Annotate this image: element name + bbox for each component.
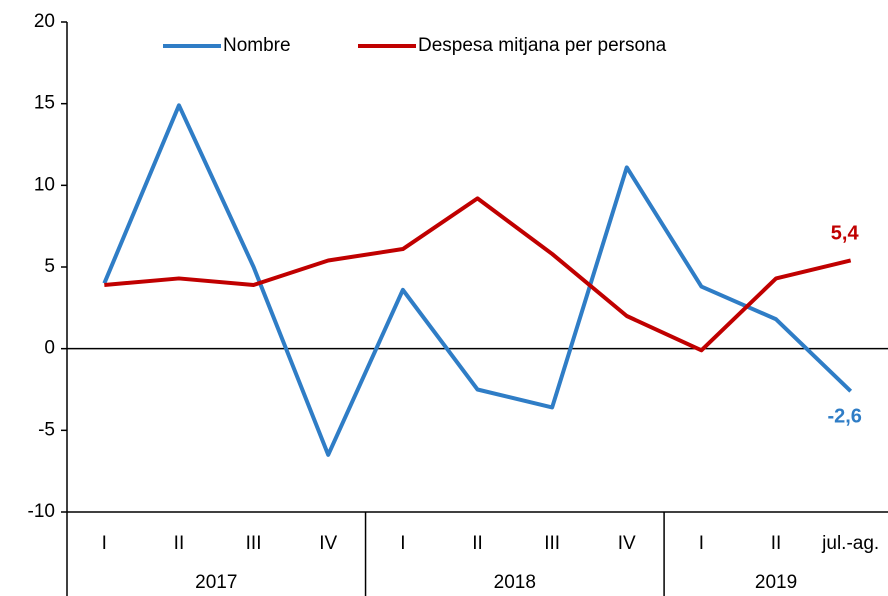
y-tick-label: 5: [44, 256, 55, 277]
x-tick-label: IV: [618, 533, 636, 554]
x-tick-label: I: [102, 533, 107, 554]
y-tick-label: 15: [34, 93, 55, 114]
group-label: 2019: [755, 572, 797, 593]
y-tick-label: 0: [44, 338, 55, 359]
group-label: 2018: [494, 572, 536, 593]
legend-label: Nombre: [223, 35, 291, 56]
x-tick-label: IV: [319, 533, 337, 554]
series-line: [102, 103, 853, 457]
data-label: -2,6: [827, 405, 861, 427]
x-tick-label: III: [544, 533, 560, 554]
y-tick-label: 10: [34, 174, 55, 195]
x-tick-label: II: [472, 533, 483, 554]
x-tick-label: II: [174, 533, 185, 554]
group-label: 2017: [195, 572, 237, 593]
x-tick-label: II: [771, 533, 782, 554]
y-tick-label: -5: [38, 419, 55, 440]
x-tick-label: jul.-ag.: [821, 533, 879, 554]
data-label: 5,4: [831, 223, 860, 245]
y-tick-label: -10: [28, 501, 55, 522]
x-tick-label: III: [246, 533, 262, 554]
series-line: [104, 196, 852, 353]
y-tick-label: 20: [34, 11, 55, 32]
x-tick-label: I: [699, 533, 704, 554]
x-tick-label: I: [400, 533, 405, 554]
legend-label: Despesa mitjana per persona: [418, 35, 667, 56]
